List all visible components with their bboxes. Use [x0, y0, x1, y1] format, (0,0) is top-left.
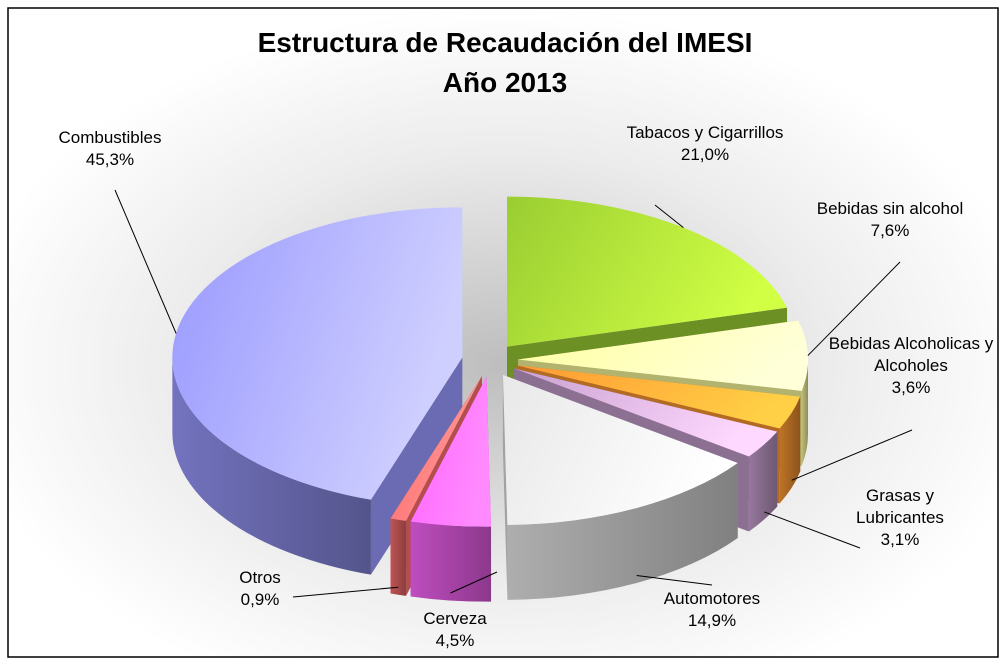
category-label: Cerveza: [423, 609, 487, 628]
slice: [516, 365, 801, 429]
leader-line: [114, 189, 177, 334]
category-label: Grasas y Lubricantes: [856, 486, 944, 527]
category-label: Otros: [239, 568, 281, 587]
slice-side: [502, 374, 508, 600]
leaders: [114, 189, 913, 598]
data-label: Automotores 14,9%: [622, 588, 802, 632]
leader-line: [636, 574, 713, 586]
slice: [410, 376, 492, 527]
slice-wall: [172, 357, 371, 575]
chart-subtitle: Año 2013: [443, 67, 568, 98]
category-label: Tabacos y Cigarrillos: [626, 123, 784, 142]
category-label: Bebidas sin alcohol: [816, 199, 964, 218]
slice: [507, 196, 788, 347]
slice-wall: [801, 359, 808, 466]
slice-wall: [390, 518, 407, 596]
value-label: 3,6%: [891, 378, 931, 397]
slice: [502, 374, 738, 525]
value-label: 21,0%: [680, 145, 730, 164]
value-label: 7,6%: [870, 221, 910, 240]
slice-wall: [748, 431, 778, 532]
value-label: 3,1%: [880, 530, 920, 549]
slice-wall: [507, 462, 738, 600]
chart-frame: [7, 7, 999, 658]
data-label: Otros 0,9%: [220, 567, 300, 611]
leader-line: [791, 429, 913, 481]
value-label: 45,3%: [85, 150, 135, 169]
data-label: Bebidas Alcoholicas y Alcoholes 3,6%: [811, 333, 1006, 399]
value-label: 14,9%: [687, 611, 737, 630]
leader-line: [764, 511, 861, 549]
data-label: Cerveza 4,5%: [395, 608, 515, 652]
category-label: Bebidas Alcoholicas y Alcoholes: [828, 334, 994, 375]
slice: [514, 368, 778, 457]
value-label: 4,5%: [435, 631, 475, 650]
pie: [172, 196, 808, 602]
slice: [172, 207, 463, 500]
slice: [390, 376, 482, 521]
data-label: Tabacos y Cigarrillos 21,0%: [595, 122, 815, 166]
leader-line: [807, 261, 901, 356]
category-label: Automotores: [663, 589, 761, 608]
chart-title: Estructura de Recaudación del IMESI: [258, 27, 753, 58]
category-label: Combustibles: [58, 128, 162, 147]
slice-wall: [779, 396, 801, 504]
value-label: 0,9%: [240, 590, 280, 609]
leader-line: [654, 204, 684, 228]
data-label: Bebidas sin alcohol 7,6%: [790, 198, 990, 242]
data-label: Grasas y Lubricantes 3,1%: [835, 485, 965, 551]
leader-line: [292, 586, 399, 598]
slice: [517, 320, 808, 391]
leader-line: [450, 571, 498, 594]
slice-wall: [410, 521, 492, 602]
data-label: Combustibles 45,3%: [35, 127, 185, 171]
